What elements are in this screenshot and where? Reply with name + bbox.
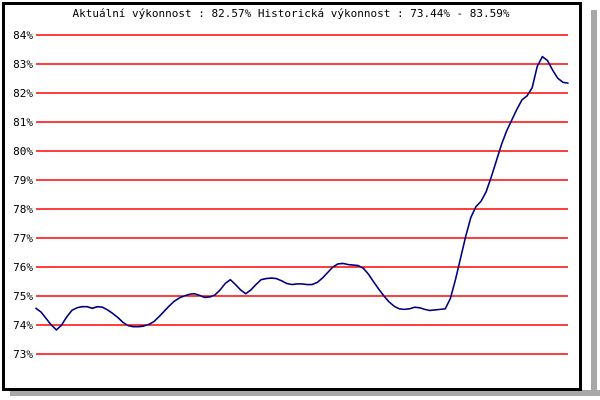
y-tick-label: 75% bbox=[13, 290, 33, 303]
y-tick-label: 76% bbox=[13, 261, 33, 274]
y-tick-label: 78% bbox=[13, 203, 33, 216]
y-tick-label: 82% bbox=[13, 87, 33, 100]
frame-shadow-right bbox=[591, 10, 597, 396]
chart-title: Aktuální výkonnost : 82.57% Historická v… bbox=[72, 7, 509, 20]
y-tick-label: 84% bbox=[13, 29, 33, 42]
y-axis-labels: 84% 83% 82% 81% 80% 79% 78% 77% 76% 75% … bbox=[13, 29, 33, 361]
y-tick-label: 79% bbox=[13, 174, 33, 187]
chart-frame bbox=[2, 2, 582, 391]
y-tick-label: 80% bbox=[13, 145, 33, 158]
y-tick-label: 83% bbox=[13, 58, 33, 71]
y-tick-label: 74% bbox=[13, 319, 33, 332]
performance-series-line bbox=[35, 55, 569, 331]
gridlines bbox=[36, 34, 568, 355]
y-tick-label: 81% bbox=[13, 116, 33, 129]
frame-shadow bbox=[10, 390, 600, 396]
y-tick-label: 73% bbox=[13, 348, 33, 361]
y-tick-label: 77% bbox=[13, 232, 33, 245]
